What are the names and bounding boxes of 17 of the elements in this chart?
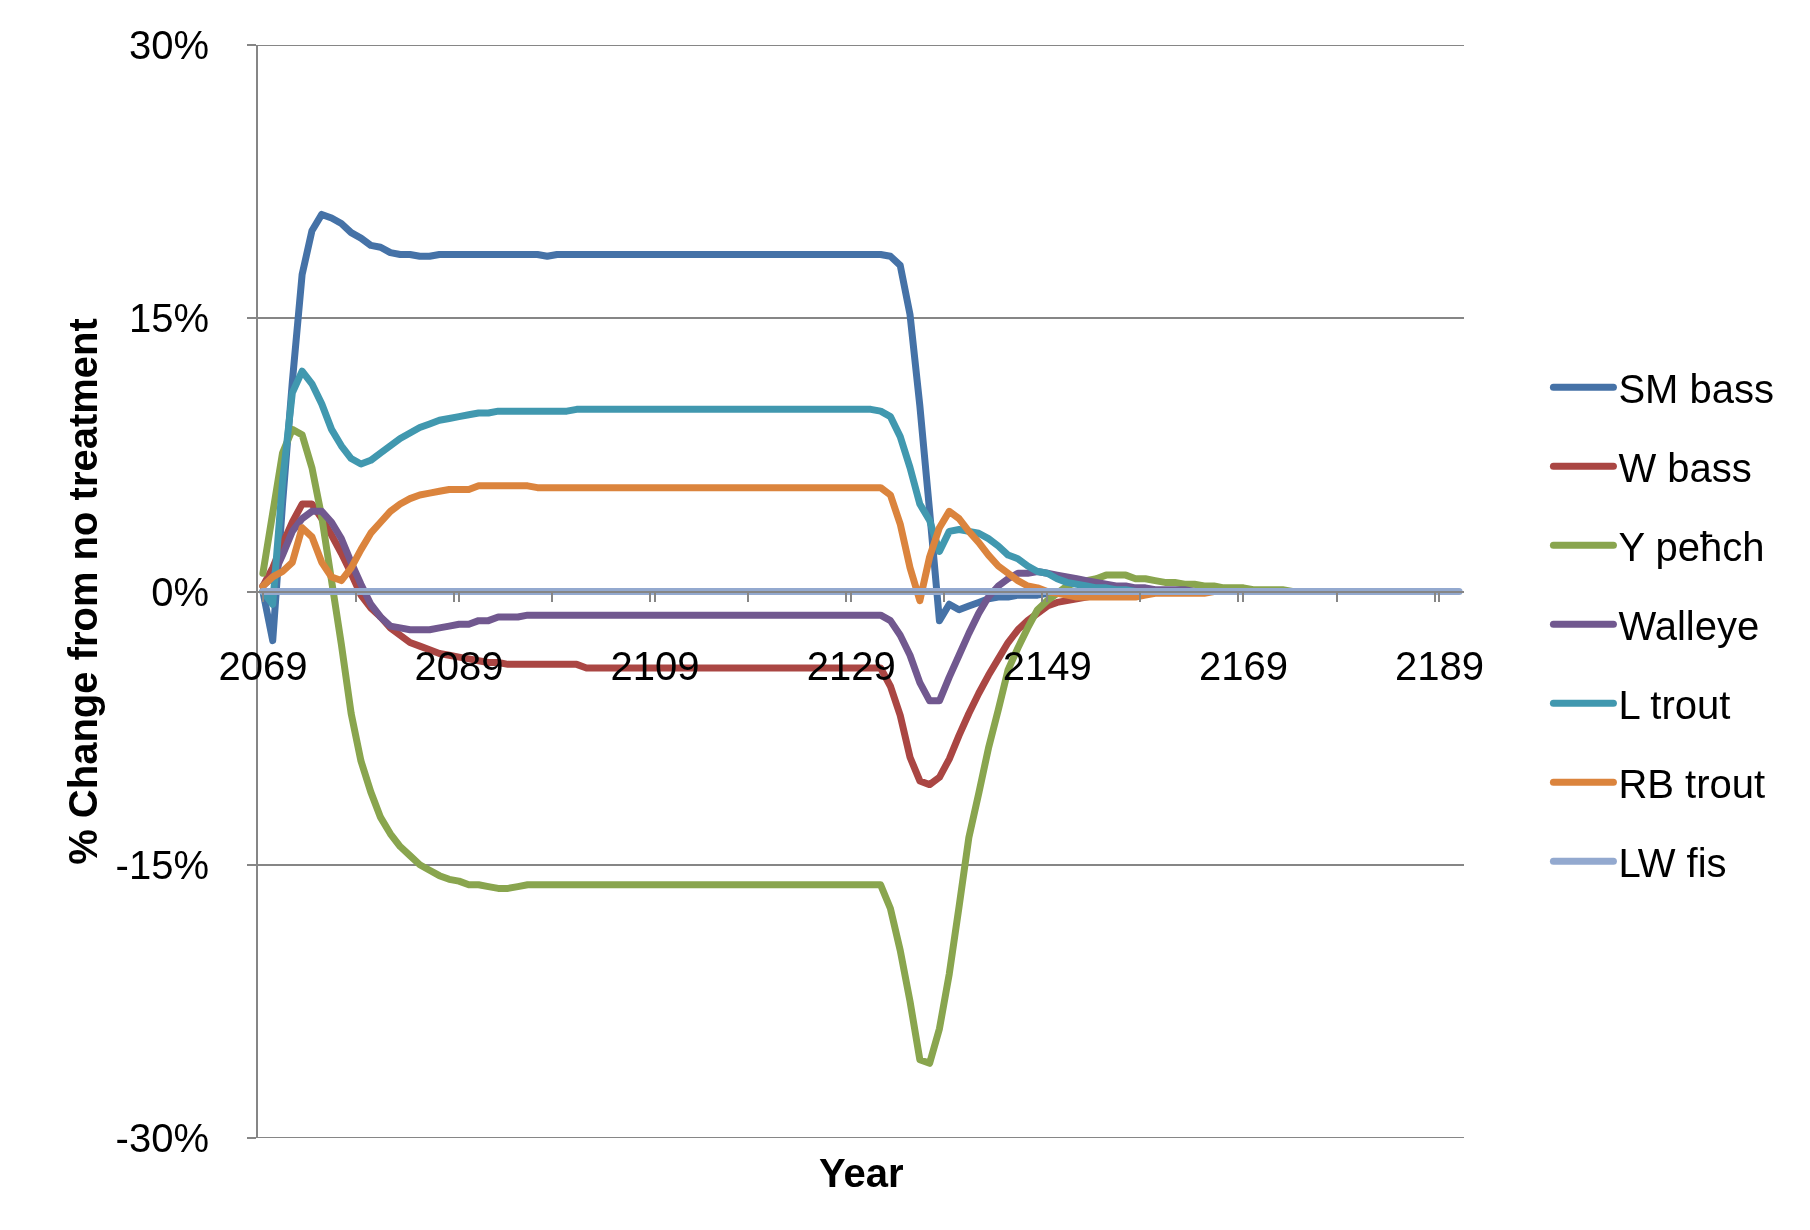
x-tick-label: 2189 <box>1395 643 1484 688</box>
legend-label: LW fis <box>1618 840 1727 885</box>
y-tick-label: 30% <box>128 23 209 67</box>
x-tick-label: 2169 <box>1198 643 1288 688</box>
y-tick-label: 15% <box>128 296 209 341</box>
legend-label: L trout <box>1618 682 1731 727</box>
legend-label: SM bass <box>1618 366 1775 411</box>
x-tick-label: 2069 <box>218 643 308 688</box>
legend-label: W bass <box>1618 445 1752 490</box>
y-tick-label: -30% <box>115 1116 209 1160</box>
y-tick-label: 0% <box>151 569 209 614</box>
legend-label: RB trout <box>1618 761 1766 806</box>
y-axis-title: % Change from no treatment <box>60 318 105 865</box>
legend-label: Y peħch <box>1618 524 1765 569</box>
legend-label: Walleye <box>1618 603 1760 648</box>
y-tick-label: -15% <box>115 842 209 887</box>
x-axis-title: Year <box>819 1151 904 1195</box>
